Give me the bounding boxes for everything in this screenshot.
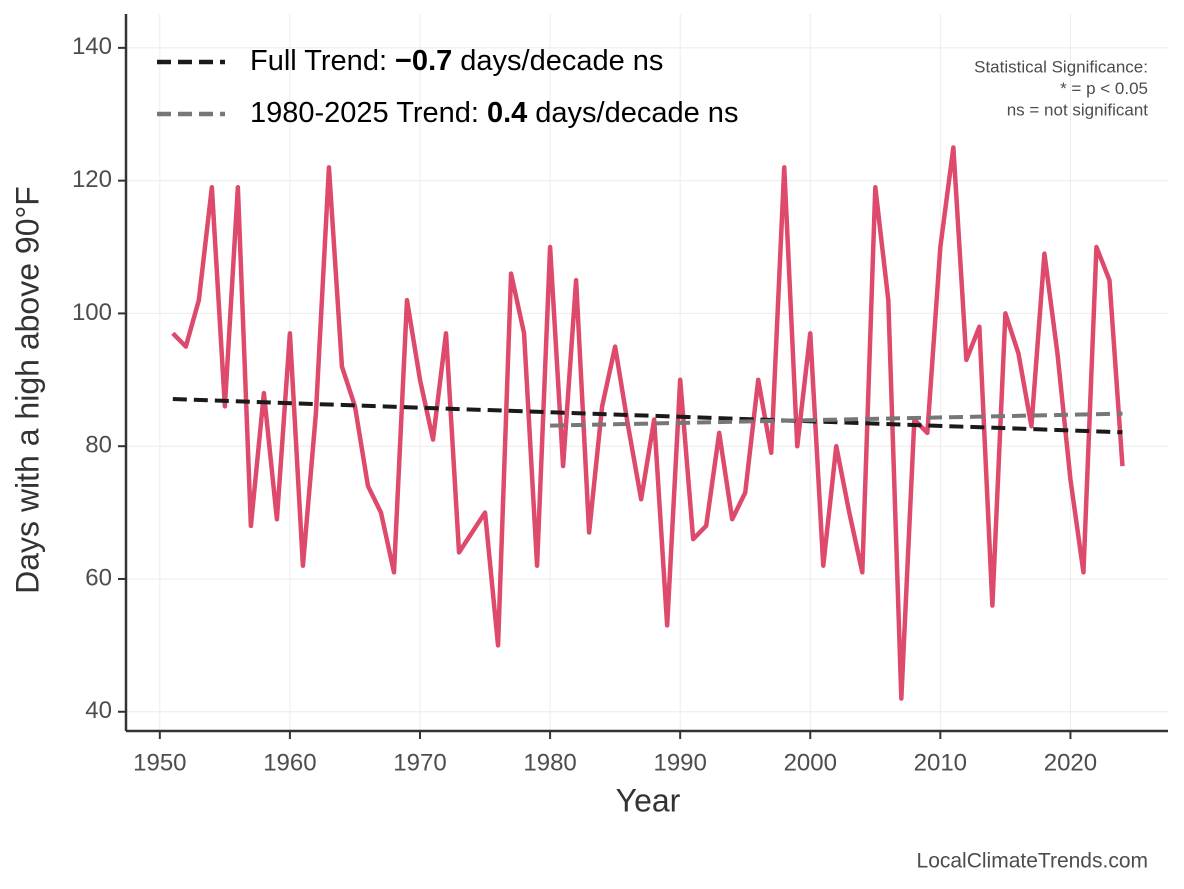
legend-unit: days/decade ns <box>460 45 663 77</box>
x-axis-title: Year <box>616 782 681 818</box>
x-tick-label: 2020 <box>1044 749 1097 776</box>
data-line <box>171 145 1125 701</box>
legend-label: Full Trend: −0.7 days/decade ns <box>250 45 663 77</box>
significance-note: ns = not significant <box>1007 100 1149 119</box>
y-tick-label: 60 <box>85 564 112 591</box>
x-tick-label: 1980 <box>523 749 576 776</box>
legend-name: Full Trend: <box>250 45 387 77</box>
y-tick-label: 40 <box>85 697 112 724</box>
trend-line <box>172 397 1123 435</box>
legend-name: 1980-2025 Trend: <box>250 97 479 129</box>
y-tick-label: 100 <box>72 299 112 326</box>
y-tick-label: 80 <box>85 432 112 459</box>
credit: LocalClimateTrends.com <box>917 850 1148 873</box>
significance-note: * = p < 0.05 <box>1060 79 1148 98</box>
significance-note: Statistical Significance: <box>974 57 1148 76</box>
trend-line <box>550 411 1123 428</box>
y-tick-label: 120 <box>72 166 112 193</box>
x-tick-label: 1960 <box>263 749 316 776</box>
x-tick-label: 1970 <box>393 749 446 776</box>
x-tick-label: 1990 <box>653 749 706 776</box>
x-tick-label: 1950 <box>133 749 186 776</box>
legend-label: 1980-2025 Trend: 0.4 days/decade ns <box>250 97 738 129</box>
y-tick-label: 140 <box>72 33 112 60</box>
y-axis-title: Days with a high above 90°F <box>9 186 45 594</box>
legend-unit: days/decade ns <box>535 97 738 129</box>
legend-trend: 0.4 <box>487 97 527 129</box>
x-tick-label: 2010 <box>914 749 967 776</box>
x-tick-label: 2000 <box>784 749 837 776</box>
legend-trend: −0.7 <box>395 45 452 77</box>
